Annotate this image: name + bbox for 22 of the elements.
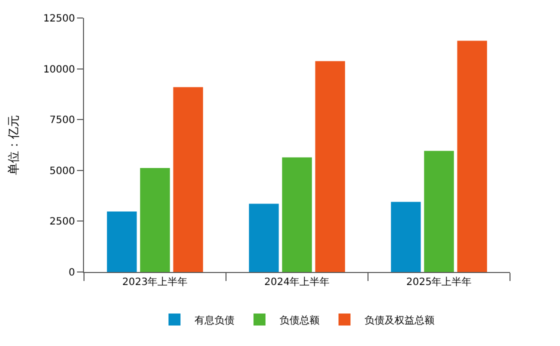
legend-label: 有息负债 — [194, 314, 234, 326]
legend-label: 负债及权益总额 — [364, 314, 434, 326]
bar — [106, 211, 137, 272]
x-tick-label: 2024年上半年 — [264, 276, 330, 288]
y-axis-title: 单位：亿元 — [6, 115, 20, 175]
y-tick-label: 10000 — [43, 64, 75, 76]
bar — [282, 157, 312, 272]
y-tick-label: 2500 — [50, 216, 75, 228]
y-tick-label: 0 — [68, 268, 75, 278]
x-tick-label: 2023年上半年 — [122, 276, 188, 288]
bar — [457, 40, 488, 272]
y-tick-label: 5000 — [50, 166, 75, 177]
bar — [173, 87, 204, 272]
bar — [315, 61, 346, 272]
bar — [248, 204, 279, 272]
bar — [390, 202, 421, 272]
y-tick-label: 7500 — [50, 115, 75, 126]
y-tick-label: 12500 — [43, 14, 75, 24]
bar — [424, 150, 454, 272]
bar — [140, 168, 170, 272]
legend-label: 负债总额 — [280, 314, 320, 326]
x-tick-label: 2025年上半年 — [406, 276, 472, 288]
